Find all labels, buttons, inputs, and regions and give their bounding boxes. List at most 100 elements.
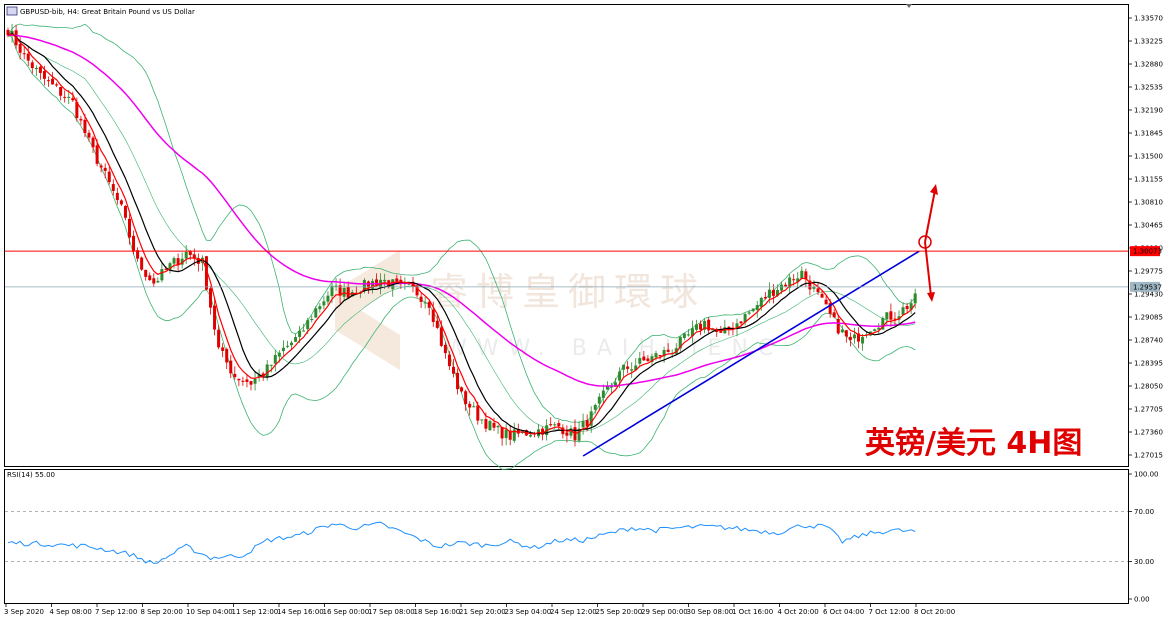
candle-body: [496, 425, 500, 428]
candle: [152, 273, 156, 287]
candle-body: [881, 318, 885, 330]
ma-fast-line: [7, 33, 916, 435]
candle-body: [541, 428, 545, 435]
candle: [626, 361, 630, 374]
candle-body: [47, 80, 50, 82]
candle: [824, 295, 828, 305]
candle: [488, 419, 492, 431]
candle-body: [204, 256, 208, 290]
candle-body: [447, 354, 451, 367]
scroll-marker[interactable]: [906, 4, 912, 8]
candle-body: [83, 119, 87, 134]
price-tick-label: 1.28395: [1134, 360, 1163, 368]
resistance-price-label-bg: [1130, 246, 1160, 257]
candle-body: [743, 314, 747, 323]
candle: [707, 317, 711, 334]
candle-body: [674, 348, 678, 354]
candle-body: [569, 428, 573, 436]
candle-body: [67, 96, 71, 98]
candle: [796, 271, 800, 289]
candle: [285, 340, 289, 349]
candle: [646, 355, 650, 362]
candle: [6, 27, 10, 38]
candle-body: [703, 320, 707, 330]
time-tick-label: 4 Oct 20:00: [778, 608, 819, 616]
candle: [840, 325, 844, 334]
candle: [257, 369, 261, 382]
candle: [816, 282, 820, 296]
candle: [111, 179, 115, 196]
candle-body: [257, 374, 261, 378]
candle-body: [362, 280, 366, 292]
candle-body: [249, 381, 253, 385]
candle-body: [707, 319, 711, 331]
candle-body: [371, 281, 374, 289]
price-tick-label: 1.29085: [1134, 314, 1163, 322]
candle-body: [233, 373, 237, 378]
candle-body: [788, 277, 792, 288]
price-tick-label: 1.31155: [1134, 176, 1163, 184]
candle: [808, 275, 812, 296]
candle: [217, 325, 221, 350]
candle: [423, 296, 427, 309]
candle-body: [63, 96, 67, 98]
down-arrow-head: [927, 292, 935, 302]
candle: [581, 413, 585, 435]
candle-body: [601, 390, 605, 398]
candle: [71, 91, 75, 102]
candle-body: [285, 345, 289, 347]
candle-body: [128, 218, 131, 238]
candle-body: [326, 295, 330, 302]
candle-body: [828, 303, 832, 314]
candle: [763, 291, 767, 300]
candle: [322, 296, 326, 310]
candle-body: [824, 299, 828, 305]
candle-body: [314, 308, 318, 318]
time-tick-label: 16 Sep 00:00: [323, 608, 370, 616]
candle: [346, 281, 350, 299]
candle: [51, 72, 55, 85]
ma-long-line: [7, 34, 916, 387]
candle-body: [460, 387, 464, 392]
candle: [180, 252, 184, 269]
candle-body: [156, 280, 160, 283]
candle-body: [504, 429, 508, 439]
breakout-annotation: [918, 184, 938, 302]
candle: [885, 311, 889, 325]
candle: [273, 349, 277, 372]
watermark: 睿博皇御環球 WWW. BAIHUIENC: [335, 250, 773, 370]
candle-body: [334, 285, 338, 288]
candle: [857, 327, 860, 349]
candle-body: [338, 285, 342, 296]
time-tick-label: 4 Sep 08:00: [50, 608, 92, 616]
candle: [22, 46, 26, 60]
ma-slow-line: [7, 32, 916, 435]
candle: [634, 358, 638, 371]
price-tick-label: 1.28050: [1134, 383, 1163, 391]
candle-body: [26, 53, 30, 61]
candle-body: [399, 279, 403, 283]
candle: [593, 403, 597, 414]
candle: [91, 135, 95, 153]
candle: [229, 355, 233, 378]
candle-body: [277, 352, 281, 357]
candle-body: [642, 356, 646, 361]
candle-body: [310, 318, 314, 320]
candle: [123, 205, 127, 221]
candle: [759, 296, 763, 311]
candle-body: [719, 331, 723, 333]
candle: [589, 406, 593, 433]
candle-body: [306, 320, 310, 330]
candle-body: [290, 342, 293, 346]
candle: [739, 320, 743, 326]
candle: [34, 65, 38, 77]
candle-body: [690, 328, 694, 337]
candle: [245, 373, 249, 388]
candle: [83, 113, 87, 138]
candle: [107, 167, 111, 185]
candle: [852, 327, 856, 344]
candle-body: [844, 330, 848, 337]
bollinger-middle: [7, 32, 916, 433]
candle-body: [885, 312, 889, 320]
candle-body: [695, 324, 698, 330]
